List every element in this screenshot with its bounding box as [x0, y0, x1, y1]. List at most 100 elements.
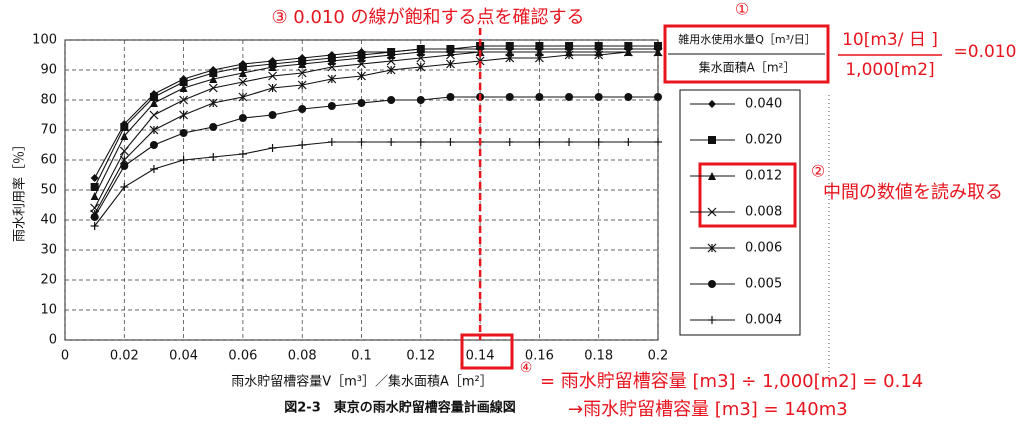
marker [654, 42, 662, 50]
marker [564, 50, 574, 60]
marker [90, 174, 99, 182]
marker-shape [565, 42, 574, 50]
tick-highlight [460, 333, 514, 370]
marker-shape [149, 99, 158, 107]
marker [179, 156, 188, 164]
marker [179, 110, 189, 120]
legend-highlight [698, 162, 797, 228]
marker [90, 213, 99, 221]
marker [357, 71, 366, 81]
marker [268, 144, 277, 152]
y-tick-label: 20 [40, 273, 57, 288]
marker [416, 96, 425, 104]
marker [565, 42, 574, 50]
marker [446, 93, 455, 101]
marker [90, 183, 99, 191]
marker-shape [209, 69, 218, 77]
marker-shape [238, 69, 247, 77]
x-tick-label: 0.2 [648, 349, 669, 364]
marker [327, 62, 337, 72]
series-line [94, 45, 658, 188]
marker-shape [120, 123, 129, 131]
marker-stroke [416, 53, 426, 63]
marker-stroke [149, 110, 159, 120]
marker [179, 129, 188, 137]
marker [534, 53, 544, 63]
y-tick-label: 80 [40, 93, 57, 108]
marker [149, 99, 158, 107]
marker [238, 150, 247, 158]
marker [624, 42, 633, 50]
marker [623, 47, 633, 57]
x-tick-label: 0.1 [351, 349, 372, 364]
step-text: →雨水貯留槽容量 [m3] = 140m3 [568, 399, 848, 420]
y-tick-label: 90 [40, 63, 57, 78]
marker [297, 68, 307, 78]
y-tick-label: 50 [40, 183, 57, 198]
marker [357, 99, 366, 107]
marker [357, 59, 366, 69]
x-tick-label: 0.02 [110, 349, 139, 364]
marker-shape [446, 93, 455, 101]
marker-shape [90, 192, 99, 200]
marker-shape [654, 93, 662, 101]
formula-bottom: 集水面積A［m²］ [699, 60, 796, 75]
x-tick-label: 0.14 [466, 349, 495, 364]
marker-shape [90, 183, 99, 191]
x-tick-label: 0.18 [584, 349, 613, 364]
marker-shape [179, 129, 188, 137]
marker [90, 192, 99, 200]
y-axis-label: 雨水利用率［％］ [12, 138, 28, 242]
series-line [94, 141, 658, 227]
marker [653, 47, 663, 57]
marker [119, 146, 129, 156]
denominator: 1,000[m2] [845, 60, 934, 80]
marker-shape [90, 213, 99, 221]
plot-grid [64, 39, 659, 341]
marker-stroke [119, 146, 129, 156]
series-line [94, 48, 658, 179]
marker-shape [594, 93, 603, 101]
legend-label: 0.020 [745, 133, 782, 148]
marker [238, 69, 247, 77]
marker [327, 74, 337, 84]
series-line [94, 51, 658, 215]
marker [416, 62, 426, 72]
marker-shape [387, 51, 396, 59]
marker [209, 153, 218, 161]
marker-shape [387, 96, 396, 104]
marker [90, 222, 99, 230]
marker [594, 138, 603, 146]
marker [209, 75, 218, 83]
marker [416, 53, 426, 63]
step-text: = 雨水貯留槽容量 [m3] ÷ 1,000[m2] = 0.14 [540, 371, 923, 392]
series-line [94, 51, 658, 197]
marker-shape [149, 141, 158, 149]
marker [387, 96, 396, 104]
marker-stroke [446, 50, 455, 60]
y-tick-label: 10 [40, 303, 57, 318]
marker-shape [179, 78, 188, 86]
marker-shape [357, 54, 366, 62]
step-marker: ② [811, 162, 825, 181]
marker [298, 141, 307, 149]
marker-stroke [357, 59, 366, 69]
marker-stroke [707, 207, 717, 217]
marker [565, 138, 574, 146]
marker-shape [120, 162, 129, 170]
marker-shape [416, 48, 425, 56]
marker-shape [708, 100, 716, 108]
marker [387, 51, 396, 59]
legend-label: 0.040 [745, 97, 782, 112]
marker [708, 280, 716, 288]
marker [386, 65, 396, 75]
marker [149, 165, 158, 173]
marker [120, 162, 129, 170]
x-tick-label: 0 [61, 349, 69, 364]
marker-shape [446, 48, 455, 56]
step-text: 中間の数値を読み取る [823, 182, 1003, 203]
marker [505, 42, 514, 50]
series-line [94, 51, 658, 209]
marker [179, 84, 188, 92]
marker [535, 93, 544, 101]
